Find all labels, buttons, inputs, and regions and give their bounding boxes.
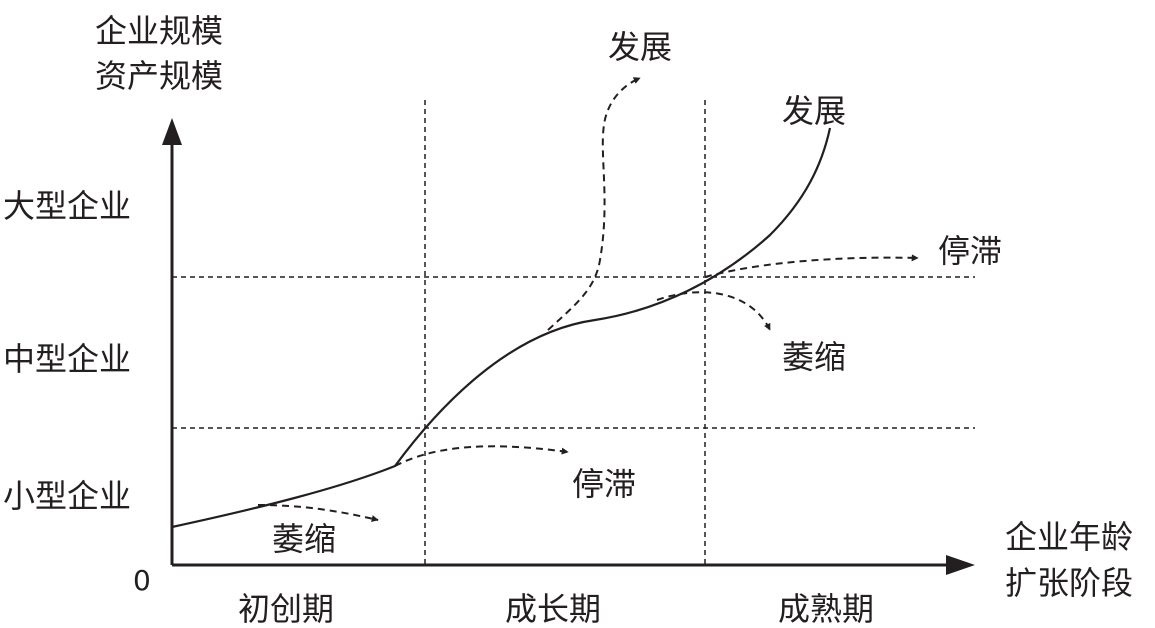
label-wither-right: 萎缩 — [782, 338, 846, 376]
branch-wither-mature — [656, 291, 771, 331]
stage-startup: 初创期 — [238, 590, 334, 628]
branch-develop-growth — [547, 77, 641, 331]
y-axis-arrow — [162, 118, 182, 145]
label-develop-main: 发展 — [782, 92, 846, 130]
branch-stagnate-mature — [704, 254, 919, 278]
stage-growth: 成长期 — [505, 590, 601, 628]
branch-wither-early — [257, 504, 379, 522]
origin-label: 0 — [133, 564, 151, 597]
x-axis-title-line2: 扩张阶段 — [1005, 564, 1133, 602]
y-level-large: 大型企业 — [3, 187, 131, 225]
y-level-small: 小型企业 — [3, 477, 131, 515]
main-growth-curve — [171, 127, 832, 529]
branch-stagnate-growth — [394, 445, 569, 467]
label-develop-top: 发展 — [608, 28, 672, 66]
label-wither-left: 萎缩 — [272, 520, 336, 558]
y-level-medium: 中型企业 — [3, 340, 131, 378]
stage-mature: 成熟期 — [778, 590, 874, 628]
label-stagnate-mid: 停滞 — [572, 465, 636, 503]
label-stagnate-right: 停滞 — [938, 232, 1002, 270]
y-axis-title-line2: 资产规模 — [95, 57, 223, 95]
y-axis-title-line1: 企业规模 — [95, 12, 223, 50]
x-axis-arrow — [946, 555, 975, 575]
x-axis-title-line1: 企业年龄 — [1005, 518, 1133, 556]
